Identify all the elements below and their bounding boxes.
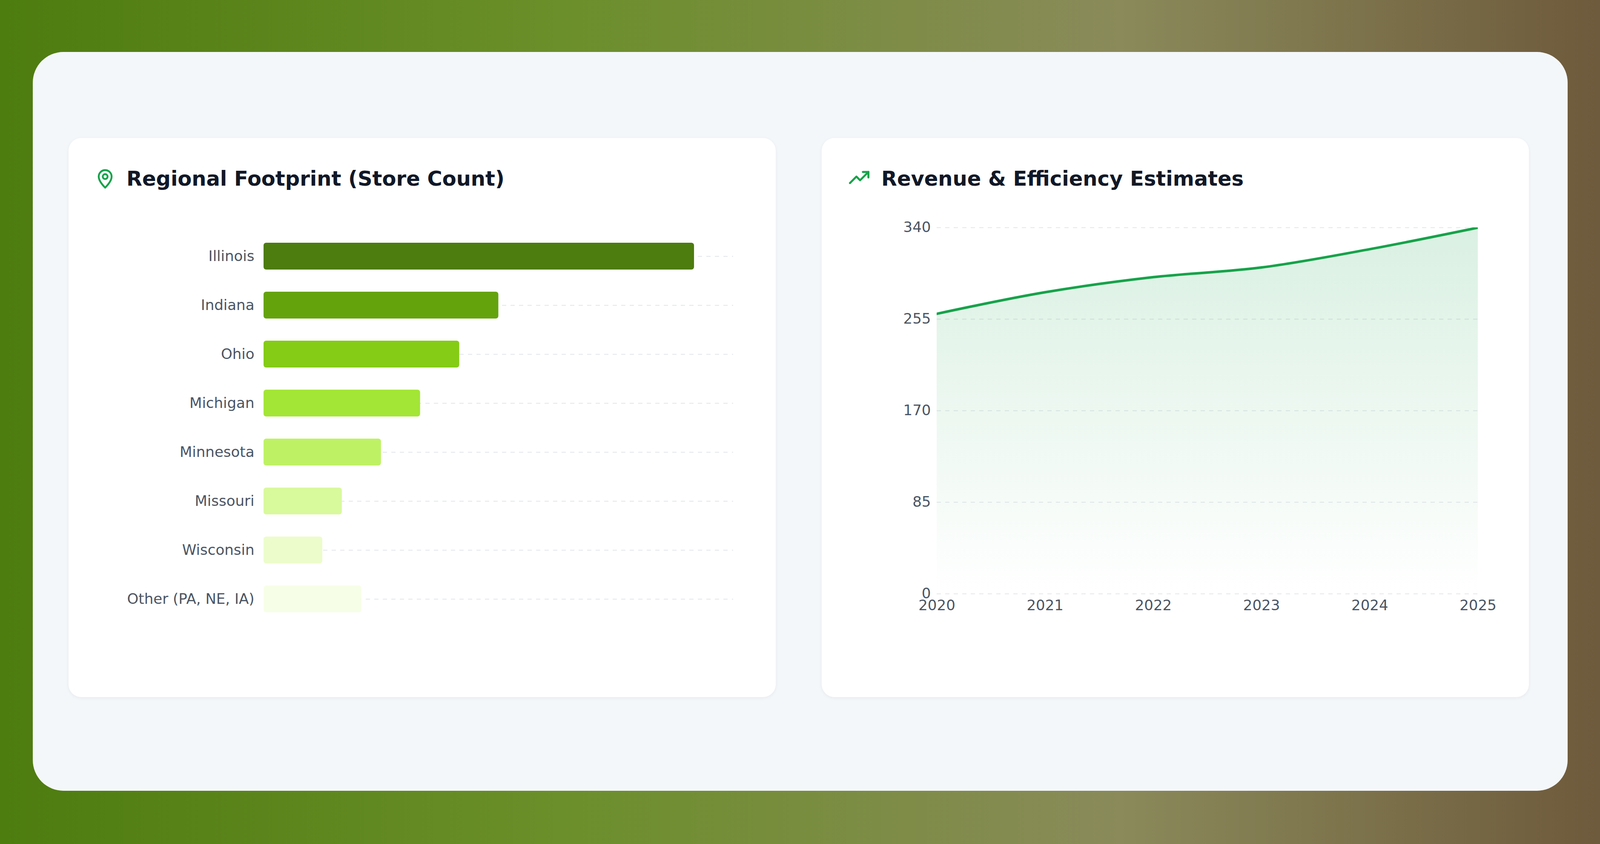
svg-text:Minnesota: Minnesota (179, 443, 255, 461)
svg-text:Michigan: Michigan (189, 394, 255, 412)
svg-text:Other (PA, NE, IA): Other (PA, NE, IA) (127, 590, 255, 608)
svg-text:2022: 2022 (1135, 596, 1173, 614)
svg-text:Missouri: Missouri (194, 492, 255, 510)
svg-text:Ohio: Ohio (220, 345, 255, 363)
svg-text:Indiana: Indiana (200, 296, 255, 314)
svg-text:2021: 2021 (1026, 596, 1064, 614)
svg-text:340: 340 (903, 218, 932, 236)
html-text:Regional Footprint (Store Coun: Regional Footprint (Store Count) (126, 166, 505, 191)
html-text:Revenue & Efficiency Estimates: Revenue & Efficiency Estimates (881, 166, 1244, 191)
svg-text:85: 85 (912, 493, 931, 511)
svg-text:255: 255 (903, 309, 932, 327)
svg-text:2024: 2024 (1351, 596, 1389, 614)
svg-text:2020: 2020 (918, 596, 956, 614)
svg-text:170: 170 (903, 401, 932, 419)
svg-text:Illinois: Illinois (208, 247, 255, 265)
svg-text:Wisconsin: Wisconsin (182, 541, 255, 559)
svg-text:2023: 2023 (1243, 596, 1281, 614)
svg-text:0: 0 (921, 584, 932, 602)
svg-text:2025: 2025 (1459, 596, 1497, 614)
